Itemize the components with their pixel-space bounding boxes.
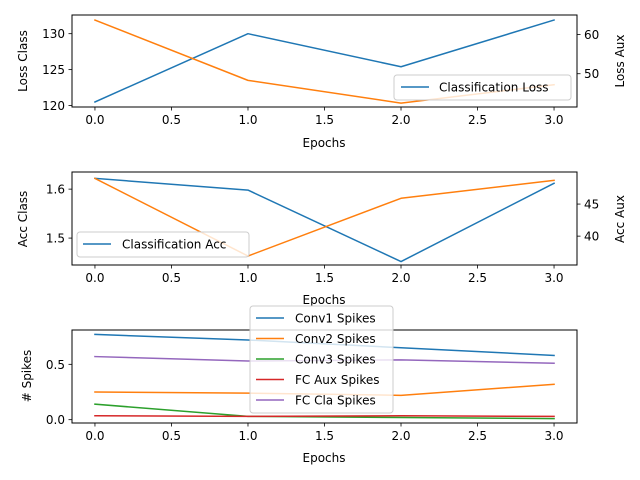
accuracy-right-y-tick-label: 40: [584, 230, 599, 244]
accuracy-x-tick-label: 0.5: [162, 271, 181, 285]
loss-x-tick-label: 2.5: [468, 113, 487, 127]
loss-y-axis-label: Loss Class: [16, 30, 30, 92]
accuracy-series-line-1: [94, 177, 556, 263]
spikes-legend-box: [249, 305, 394, 414]
loss-x-tick-label: 0.0: [85, 113, 104, 127]
spikes-x-tick-label: 2.0: [391, 429, 410, 443]
loss-x-tick-label: 3.0: [544, 113, 563, 127]
spikes-legend-label-conv2: Conv2 Spikes: [295, 332, 376, 346]
accuracy-x-tick-label: 2.0: [391, 271, 410, 285]
loss-y-ticks: 120 125 130: [42, 27, 72, 113]
spikes-legend: Conv1 Spikes Conv2 Spikes Conv3 Spikes F…: [249, 305, 394, 414]
accuracy-x-tick-label: 0.0: [85, 271, 104, 285]
accuracy-x-tick-label: 3.0: [544, 271, 563, 285]
loss-legend-box: [393, 74, 572, 101]
loss-y-tick-label: 120: [42, 99, 65, 113]
spikes-x-tick-label: 0.5: [162, 429, 181, 443]
loss-legend-label: Classification Loss: [439, 81, 549, 95]
spikes-x-tick-label: 3.0: [544, 429, 563, 443]
loss-right-y-ticks: 50 60: [577, 28, 599, 81]
loss-y-tick-label: 130: [42, 27, 65, 41]
spikes-series-line-4: [94, 415, 555, 418]
loss-subplot: 0.0 0.5 1.0 1.5 2.0 2.5 3.0 120 125 130 50 60 Epo…: [16, 14, 627, 150]
loss-x-ticks: 0.0 0.5 1.0 1.5 2.0 2.5 3.0: [85, 107, 564, 127]
loss-x-tick-label: 0.5: [162, 113, 181, 127]
loss-axes-frame: [71, 14, 578, 108]
loss-legend: Classification Loss: [393, 74, 572, 101]
spikes-x-tick-label: 1.0: [238, 429, 257, 443]
loss-series-line-1: [93, 19, 555, 103]
spikes-y-axis-label: # Spikes: [20, 350, 34, 403]
spikes-x-tick-label: 0.0: [85, 429, 104, 443]
loss-y-tick-label: 125: [42, 63, 65, 77]
accuracy-y-ticks: 1.5 1.6: [46, 183, 72, 246]
loss-right-y-tick-label: 50: [584, 67, 599, 81]
accuracy-subplot: 0.0 0.5 1.0 1.5 2.0 2.5 3.0 1.5 1.6 40 45 Epochs…: [16, 171, 627, 307]
spikes-legend-label-conv3: Conv3 Spikes: [295, 353, 376, 367]
loss-right-y-axis-label: Loss Aux: [613, 34, 627, 87]
spikes-y-tick-label: 0.5: [46, 358, 65, 372]
spikes-series-lines: [94, 333, 555, 420]
loss-x-tick-label: 2.0: [391, 113, 410, 127]
spikes-x-axis-label: Epochs: [303, 451, 346, 465]
spikes-subplot: 0.0 0.5 1.0 1.5 2.0 2.5 3.0 0.0 0.5 Epochs # Sp…: [20, 305, 578, 465]
loss-x-tick-label: 1.0: [238, 113, 257, 127]
accuracy-right-y-ticks: 40 45: [577, 198, 599, 244]
loss-x-tick-label: 1.5: [315, 113, 334, 127]
accuracy-x-tick-label: 2.5: [468, 271, 487, 285]
spikes-x-tick-label: 1.5: [315, 429, 334, 443]
accuracy-series-line-2: [93, 177, 555, 257]
spikes-y-ticks: 0.0 0.5: [46, 358, 72, 427]
spikes-x-tick-label: 2.5: [468, 429, 487, 443]
accuracy-x-axis-label: Epochs: [303, 293, 346, 307]
accuracy-series-lines: [93, 177, 556, 263]
spikes-x-ticks: 0.0 0.5 1.0 1.5 2.0 2.5 3.0: [85, 423, 564, 443]
loss-x-axis-label: Epochs: [303, 136, 346, 150]
accuracy-legend-box: [76, 231, 250, 258]
accuracy-y-tick-label: 1.5: [46, 232, 65, 246]
spikes-y-tick-label: 0.0: [46, 413, 65, 427]
accuracy-x-tick-label: 1.5: [315, 271, 334, 285]
loss-right-y-tick-label: 60: [584, 28, 599, 42]
accuracy-legend-label: Classification Acc: [122, 238, 226, 252]
accuracy-y-axis-label: Acc Class: [16, 191, 30, 248]
spikes-legend-label-conv1: Conv1 Spikes: [295, 312, 376, 326]
spikes-legend-label-fc-aux: FC Aux Spikes: [295, 373, 380, 387]
spikes-series-line-3: [94, 403, 555, 420]
accuracy-y-tick-label: 1.6: [46, 183, 65, 197]
accuracy-axes-frame: [71, 171, 578, 266]
accuracy-x-ticks: 0.0 0.5 1.0 1.5 2.0 2.5 3.0: [85, 265, 564, 285]
accuracy-right-y-tick-label: 45: [584, 198, 599, 212]
accuracy-legend: Classification Acc: [76, 231, 250, 258]
accuracy-right-y-axis-label: Acc Aux: [613, 195, 627, 243]
accuracy-x-tick-label: 1.0: [238, 271, 257, 285]
spikes-legend-label-fc-cla: FC Cla Spikes: [295, 394, 376, 408]
